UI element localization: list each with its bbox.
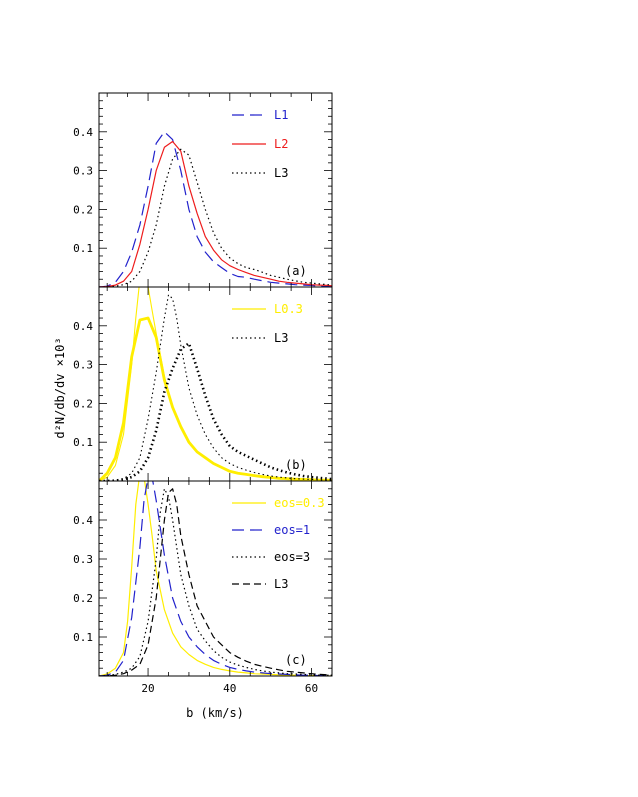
series-line-l3 bbox=[99, 148, 332, 287]
panel-0: 0.1 0.2 0.3 0.4 L1 L2 L3 (a) bbox=[73, 92, 333, 288]
y-tick-label: 0.3 bbox=[73, 553, 93, 566]
y-tick-label: 0.4 bbox=[73, 320, 93, 333]
y-tick-label: 0.1 bbox=[73, 436, 93, 449]
legend-label: eos=1 bbox=[274, 523, 310, 537]
y-tick-label: 0.4 bbox=[73, 126, 93, 139]
panel-1: 0.1 0.2 0.3 0.4 L0.3 L3 (b) bbox=[73, 286, 333, 482]
series-line-l3 bbox=[99, 488, 332, 676]
y-tick-label: 0.2 bbox=[73, 397, 93, 410]
legend-label: L0.3 bbox=[274, 302, 303, 316]
series-line-unnamed-1 bbox=[99, 316, 332, 481]
series-line-l1 bbox=[99, 131, 332, 287]
y-tick-label: 0.3 bbox=[73, 359, 93, 372]
legend-label: L1 bbox=[274, 108, 288, 122]
legend-label: eos=3 bbox=[274, 550, 310, 564]
x-axis-title: b (km/s) bbox=[186, 706, 244, 720]
plot-frame bbox=[98, 480, 333, 677]
panels: 0.1 0.2 0.3 0.4 L1 L2 L3 (a) 0.1 0.2 0.3 0.4 L0.3 L3 (… bbox=[73, 92, 333, 695]
y-tick-label: 0.4 bbox=[73, 514, 93, 527]
y-tick-label: 0.2 bbox=[73, 203, 93, 216]
x-tick-label: 40 bbox=[223, 682, 236, 695]
y-tick-label: 0.1 bbox=[73, 631, 93, 644]
plot-frame bbox=[98, 286, 333, 482]
legend-label: L2 bbox=[274, 137, 288, 151]
panel-tag: (c) bbox=[285, 653, 307, 667]
series-line-l2 bbox=[99, 140, 332, 287]
series-line-eos-3 bbox=[99, 488, 332, 676]
series-line-unnamed-3 bbox=[99, 341, 332, 481]
panel-tag: (b) bbox=[285, 458, 307, 472]
y-tick-label: 0.3 bbox=[73, 165, 93, 178]
plot-frame bbox=[98, 92, 333, 288]
x-tick-label: 20 bbox=[141, 682, 154, 695]
legend-label: L3 bbox=[274, 577, 288, 591]
y-axis-title: d²N/db/dv ×10³ bbox=[53, 337, 67, 438]
y-tick-label: 0.2 bbox=[73, 592, 93, 605]
x-tick-label: 60 bbox=[305, 682, 318, 695]
legend-label: eos=0.3 bbox=[274, 496, 325, 510]
panel-tag: (a) bbox=[285, 264, 307, 278]
series-line-l3 bbox=[99, 294, 332, 481]
y-tick-label: 0.1 bbox=[73, 242, 93, 255]
legend-label: L3 bbox=[274, 331, 288, 345]
legend-label: L3 bbox=[274, 166, 288, 180]
panel-2: 20 40 60 0.1 0.2 0.3 0.4 eos=0.3 eos=1 eos=3 L3 (c) bbox=[73, 480, 333, 695]
